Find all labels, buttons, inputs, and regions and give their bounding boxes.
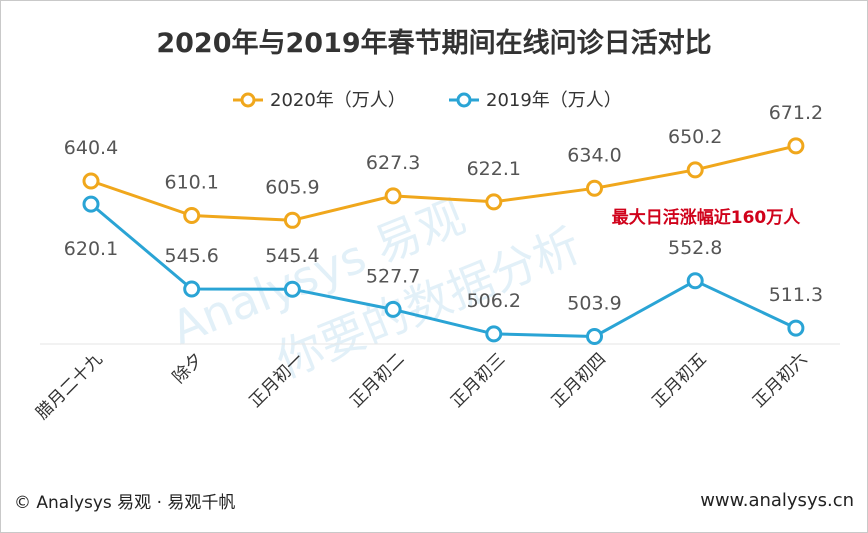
category-label-0: 腊月二十九 — [32, 349, 106, 423]
value-labels: 640.4 610.1 605.9 627.3 622.1 634.0 650.2 671.2… — [64, 102, 823, 315]
value-label-0-2: 605.9 — [265, 176, 319, 198]
value-label-1-4: 506.2 — [467, 290, 521, 312]
category-label-6: 正月初五 — [649, 349, 711, 411]
legend-marker-1 — [456, 92, 472, 108]
category-label-7: 正月初六 — [749, 349, 811, 411]
data-point-0-4 — [485, 193, 503, 211]
value-label-0-4: 622.1 — [467, 158, 521, 180]
data-point-0-7 — [787, 137, 805, 155]
data-point-0-0 — [82, 172, 100, 190]
value-label-1-0: 620.1 — [64, 238, 118, 260]
value-label-1-2: 545.4 — [265, 245, 319, 267]
value-label-1-3: 527.7 — [366, 265, 420, 287]
legend: 2020年（万人） 2019年（万人） — [233, 90, 622, 111]
data-point-1-4 — [485, 325, 503, 343]
legend-marker-0 — [240, 92, 256, 108]
category-label-5: 正月初四 — [548, 349, 610, 411]
data-point-0-3 — [384, 187, 402, 205]
data-point-0-2 — [283, 211, 301, 229]
data-point-1-7 — [787, 319, 805, 337]
value-label-1-1: 545.6 — [164, 245, 218, 267]
series-line-1 — [90, 202, 797, 338]
value-label-0-7: 671.2 — [769, 102, 823, 124]
data-point-1-3 — [384, 300, 402, 318]
value-label-0-6: 650.2 — [668, 126, 722, 148]
value-label-0-0: 640.4 — [64, 137, 118, 159]
category-label-4: 正月初三 — [447, 349, 509, 411]
data-point-1-2 — [283, 280, 301, 298]
category-label-1: 除夕 — [169, 349, 207, 387]
data-point-0-5 — [586, 179, 603, 197]
legend-entry-1: 2019年（万人） — [486, 90, 622, 111]
footer-source: © Analysys 易观 · 易观千帆 — [14, 493, 235, 513]
max-growth-annotation: 最大日活涨幅近160万人 — [612, 207, 801, 228]
series-layer — [82, 137, 805, 345]
data-point-1-6 — [686, 272, 704, 290]
data-point-1-1 — [183, 280, 201, 298]
footer-website[interactable]: www.analysys.cn — [700, 490, 854, 511]
chart-title: 2020年与2019年春节期间在线问诊日活对比 — [156, 27, 711, 59]
value-label-1-7: 511.3 — [769, 284, 823, 306]
category-labels: 腊月二十九 除夕 正月初一 正月初二 正月初三 正月初四 正月初五 正月初六 — [32, 349, 811, 423]
series-line-0 — [90, 144, 797, 222]
value-label-1-6: 552.8 — [668, 237, 722, 259]
value-label-0-5: 634.0 — [567, 144, 621, 166]
data-point-1-5 — [586, 328, 603, 345]
data-point-0-1 — [183, 207, 201, 225]
data-point-1-0 — [82, 195, 100, 213]
legend-entry-0: 2020年（万人） — [270, 90, 406, 111]
value-label-0-1: 610.1 — [164, 172, 218, 194]
value-label-0-3: 627.3 — [366, 152, 420, 174]
value-label-1-5: 503.9 — [567, 293, 621, 315]
data-point-0-6 — [686, 161, 704, 179]
